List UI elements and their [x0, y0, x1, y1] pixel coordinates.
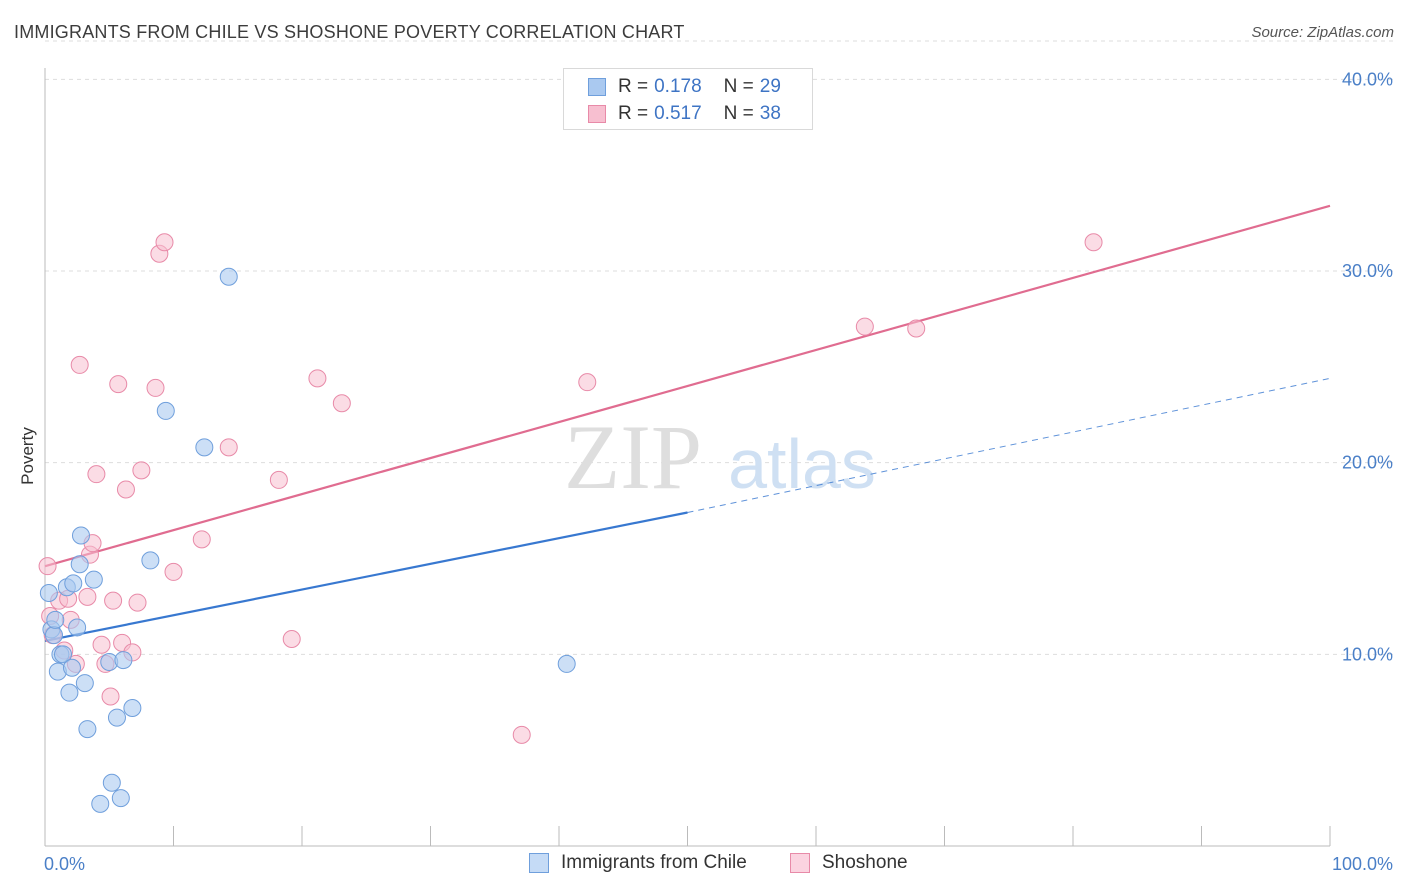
legend-n-value-shoshone: 38: [759, 103, 781, 124]
legend-r-value-chile: 0.178: [654, 76, 702, 97]
trend-lines: [44, 204, 1331, 642]
legend-swatch-chile: [588, 78, 606, 96]
point-shoshone: [101, 687, 120, 706]
point-chile: [91, 794, 110, 813]
series-legend: Immigrants from Chile Shoshone: [0, 852, 1406, 878]
legend-r-label: R =: [618, 76, 649, 97]
point-chile: [64, 574, 83, 593]
legend-swatch-shoshone: [790, 853, 810, 873]
point-chile: [39, 584, 58, 602]
y-tick-label: 40.0%: [1342, 69, 1393, 89]
stats-legend: R = 0.178 N = 29 R = 0.517 N = 38: [563, 68, 813, 130]
point-shoshone: [192, 530, 211, 549]
point-chile: [78, 720, 97, 739]
point-chile: [44, 626, 63, 645]
point-chile: [123, 699, 142, 717]
point-shoshone: [578, 373, 597, 392]
point-chile: [70, 555, 89, 574]
point-shoshone: [308, 369, 327, 388]
point-chile: [557, 654, 576, 673]
legend-r-value-shoshone: 0.517: [654, 103, 702, 124]
legend-n-label: N =: [723, 103, 754, 124]
point-shoshone: [155, 233, 174, 252]
y-tick-label: 20.0%: [1342, 453, 1393, 473]
point-chile: [102, 773, 121, 792]
legend-item-chile: Immigrants from Chile: [529, 852, 747, 874]
point-shoshone: [1084, 233, 1103, 252]
point-chile: [53, 645, 72, 664]
legend-r-label: R =: [618, 103, 649, 124]
legend-item-shoshone: Shoshone: [790, 852, 908, 874]
point-chile: [60, 683, 79, 702]
y-tick-label: 10.0%: [1342, 644, 1393, 664]
point-shoshone: [128, 593, 147, 612]
legend-n-label: N =: [723, 76, 754, 97]
legend-label-chile: Immigrants from Chile: [561, 852, 747, 873]
point-shoshone: [282, 630, 301, 648]
point-chile: [107, 708, 126, 727]
watermark-atlas: atlas: [728, 425, 876, 503]
point-shoshone: [146, 378, 165, 397]
data-points: [38, 233, 1103, 813]
point-chile: [114, 651, 133, 670]
point-shoshone: [219, 438, 238, 457]
point-chile: [75, 674, 94, 693]
point-shoshone: [512, 725, 531, 744]
legend-row-shoshone: R = 0.517 N = 38: [588, 102, 781, 126]
point-shoshone: [78, 587, 97, 606]
point-chile: [195, 438, 214, 457]
point-shoshone: [116, 480, 135, 499]
x-tick-label-max: 100.0%: [1332, 854, 1393, 874]
axes: [44, 68, 1331, 847]
grid-lines: [45, 40, 1393, 655]
x-tick-label-min: 0.0%: [44, 854, 85, 874]
legend-n-value-chile: 29: [759, 76, 781, 97]
point-shoshone: [92, 635, 111, 654]
point-shoshone: [132, 461, 151, 480]
point-chile: [84, 570, 103, 589]
watermark: ZIP atlas: [564, 406, 876, 508]
point-chile: [71, 526, 90, 545]
point-shoshone: [70, 355, 89, 374]
point-shoshone: [104, 591, 123, 610]
point-shoshone: [109, 375, 128, 394]
trend-line-chile: [44, 511, 688, 642]
chart-title: IMMIGRANTS FROM CHILE VS SHOSHONE POVERT…: [14, 22, 685, 42]
legend-swatch-chile: [529, 853, 549, 873]
point-chile: [111, 789, 130, 808]
point-chile: [46, 610, 65, 629]
point-chile: [62, 658, 81, 677]
y-axis-label: Poverty: [18, 427, 37, 485]
legend-row-chile: R = 0.178 N = 29: [588, 75, 781, 99]
legend-label-shoshone: Shoshone: [822, 852, 908, 873]
point-chile: [219, 267, 238, 286]
point-shoshone: [855, 317, 874, 336]
y-tick-label: 30.0%: [1342, 261, 1393, 281]
point-shoshone: [332, 394, 351, 413]
point-chile: [141, 551, 160, 570]
point-chile: [156, 401, 175, 420]
tick-labels: 10.0% 20.0% 30.0% 40.0% 0.0% 100.0%: [44, 69, 1393, 874]
watermark-zip: ZIP: [564, 406, 702, 508]
point-shoshone: [87, 465, 106, 484]
source-label: Source: ZipAtlas.com: [1251, 24, 1394, 41]
legend-swatch-shoshone: [588, 105, 606, 123]
point-shoshone: [269, 470, 288, 489]
point-shoshone: [38, 557, 57, 576]
point-chile: [68, 618, 87, 637]
trend-line-shoshone: [44, 204, 1331, 568]
point-shoshone: [164, 562, 183, 581]
point-shoshone: [907, 319, 926, 338]
